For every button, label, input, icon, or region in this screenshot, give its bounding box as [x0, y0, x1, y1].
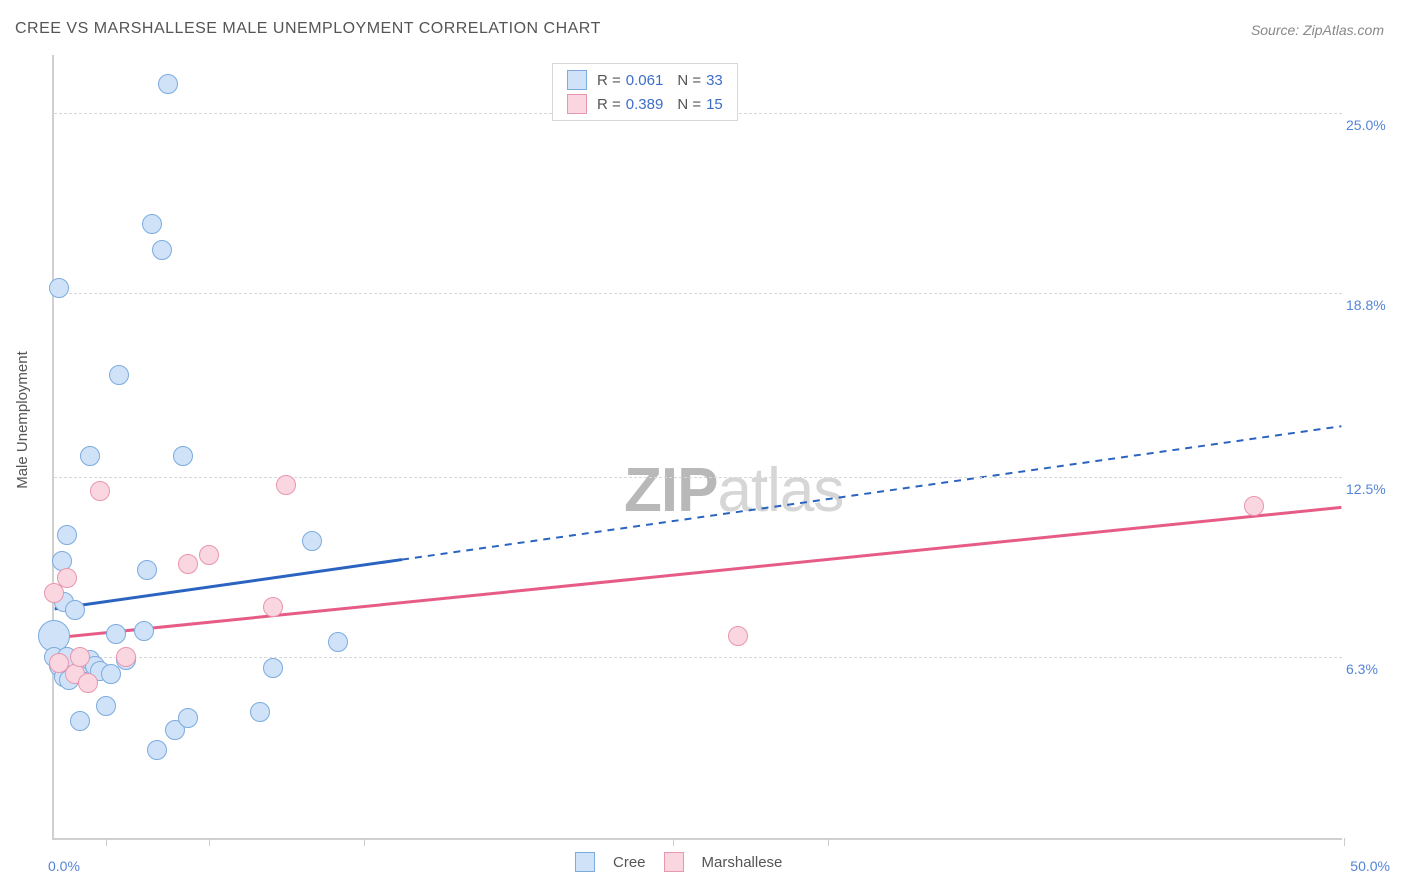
data-point: [158, 74, 178, 94]
plot-area: ZIPatlas 6.3%12.5%18.8%25.0%: [52, 55, 1342, 840]
data-point: [728, 626, 748, 646]
chart-title: CREE VS MARSHALLESE MALE UNEMPLOYMENT CO…: [15, 20, 601, 38]
correlation-legend-row: R = 0.061 N = 33: [553, 68, 737, 92]
series-legend-item: Marshallese: [664, 852, 783, 872]
series-legend-label: Cree: [613, 854, 646, 871]
trend-line-dashed: [402, 426, 1341, 559]
data-point: [49, 278, 69, 298]
series-legend-label: Marshallese: [702, 854, 783, 871]
data-point: [96, 696, 116, 716]
data-point: [147, 740, 167, 760]
correlation-legend-row: R = 0.389 N = 15: [553, 92, 737, 116]
correlation-legend: R = 0.061 N = 33 R = 0.389 N = 15: [552, 63, 738, 121]
y-tick-label: 12.5%: [1346, 481, 1398, 497]
watermark-part1: ZIP: [624, 456, 717, 525]
trend-line-solid: [55, 507, 1342, 638]
legend-n-value: 15: [706, 96, 723, 113]
legend-n-label: N =: [677, 96, 701, 113]
y-tick-label: 6.3%: [1346, 661, 1398, 677]
x-tick: [209, 838, 210, 846]
data-point: [328, 632, 348, 652]
y-axis-label: Male Unemployment: [14, 351, 31, 489]
data-point: [199, 545, 219, 565]
data-point: [78, 673, 98, 693]
chart-container: CREE VS MARSHALLESE MALE UNEMPLOYMENT CO…: [0, 0, 1406, 892]
series-legend-item: Cree: [575, 852, 646, 872]
trend-line-solid: [55, 560, 402, 609]
data-point: [90, 481, 110, 501]
data-point: [109, 365, 129, 385]
data-point: [65, 600, 85, 620]
legend-n-label: N =: [677, 72, 701, 89]
x-tick: [364, 838, 365, 846]
legend-swatch: [575, 852, 595, 872]
data-point: [302, 531, 322, 551]
data-point: [80, 446, 100, 466]
data-point: [116, 647, 136, 667]
data-point: [152, 240, 172, 260]
series-legend: Cree Marshallese: [575, 852, 782, 872]
y-tick-label: 25.0%: [1346, 117, 1398, 133]
legend-r-label: R =: [597, 96, 621, 113]
x-tick: [673, 838, 674, 846]
data-point: [250, 702, 270, 722]
legend-swatch: [567, 94, 587, 114]
data-point: [106, 624, 126, 644]
data-point: [134, 621, 154, 641]
data-point: [173, 446, 193, 466]
data-point: [263, 597, 283, 617]
y-tick-label: 18.8%: [1346, 297, 1398, 313]
data-point: [101, 664, 121, 684]
data-point: [57, 525, 77, 545]
data-point: [178, 708, 198, 728]
data-point: [263, 658, 283, 678]
gridline: [54, 477, 1342, 478]
x-tick: [828, 838, 829, 846]
watermark: ZIPatlas: [624, 455, 843, 526]
data-point: [137, 560, 157, 580]
data-point: [142, 214, 162, 234]
x-tick: [1344, 838, 1345, 846]
data-point: [276, 475, 296, 495]
x-axis-min-label: 0.0%: [48, 858, 80, 874]
data-point: [1244, 496, 1264, 516]
legend-r-label: R =: [597, 72, 621, 89]
data-point: [57, 568, 77, 588]
legend-n-value: 33: [706, 72, 723, 89]
data-point: [70, 711, 90, 731]
data-point: [178, 554, 198, 574]
data-point: [70, 647, 90, 667]
source-attribution: Source: ZipAtlas.com: [1251, 22, 1384, 38]
watermark-part2: atlas: [717, 456, 843, 525]
gridline: [54, 293, 1342, 294]
legend-r-value: 0.061: [626, 72, 664, 89]
trend-lines-layer: [54, 55, 1342, 838]
legend-swatch: [664, 852, 684, 872]
gridline: [54, 657, 1342, 658]
legend-r-value: 0.389: [626, 96, 664, 113]
x-axis-max-label: 50.0%: [1350, 858, 1390, 874]
legend-swatch: [567, 70, 587, 90]
x-tick: [106, 838, 107, 846]
